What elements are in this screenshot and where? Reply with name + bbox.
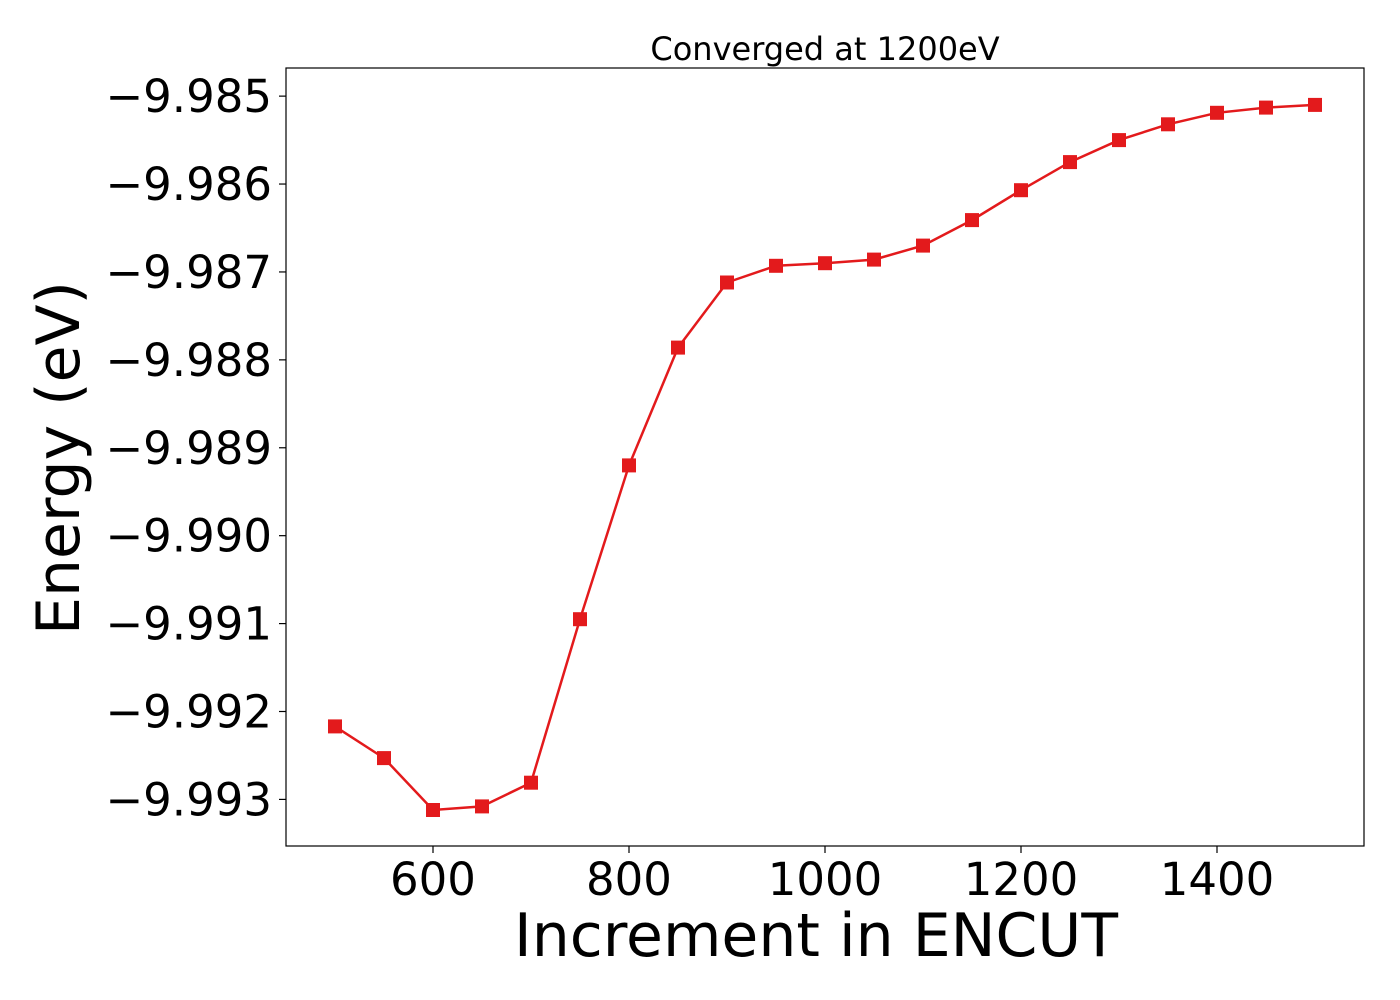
x-tick-label: 1000 <box>768 853 883 906</box>
y-tick-label: −9.989 <box>105 422 272 475</box>
y-tick-label: −9.985 <box>105 70 272 123</box>
data-point <box>867 252 881 267</box>
data-point <box>916 238 930 253</box>
data-point <box>1112 133 1126 148</box>
data-point <box>671 340 685 355</box>
data-point <box>1308 97 1322 112</box>
y-tick-label: −9.992 <box>105 685 272 738</box>
x-axis-label: Increment in ENCUT <box>514 901 1118 971</box>
y-tick-label: −9.986 <box>105 158 272 211</box>
x-tick-label: 800 <box>586 853 672 906</box>
x-tick-label: 1200 <box>964 853 1079 906</box>
y-tick-label: −9.988 <box>105 334 272 387</box>
data-point <box>1014 183 1028 198</box>
data-point <box>1063 155 1077 170</box>
y-tick-label: −9.993 <box>105 773 272 826</box>
data-point <box>426 803 440 817</box>
y-axis-label: Energy (eV) <box>24 281 94 635</box>
data-point <box>1161 117 1175 132</box>
data-point <box>573 612 587 627</box>
data-point <box>475 799 489 814</box>
y-tick-label: −9.990 <box>105 510 272 563</box>
plot-area <box>328 97 1322 817</box>
y-axis-ticks: −9.993 −9.992 −9.991 −9.990 −9.989 −9.988 −9.9… <box>105 70 286 826</box>
data-point <box>377 751 391 766</box>
data-point <box>328 719 342 734</box>
y-tick-label: −9.987 <box>105 246 272 299</box>
data-point <box>622 458 636 473</box>
data-point <box>1210 105 1224 120</box>
data-point <box>1259 100 1273 115</box>
y-tick-label: −9.991 <box>105 598 272 651</box>
data-point <box>524 775 538 790</box>
x-tick-label: 600 <box>390 853 476 906</box>
x-axis-ticks: 600 800 1000 1200 1400 <box>390 846 1274 906</box>
chart-title: Converged at 1200eV <box>650 30 999 68</box>
data-point <box>818 256 832 271</box>
data-point <box>769 258 783 273</box>
x-tick-label: 1400 <box>1160 853 1275 906</box>
data-point <box>965 213 979 228</box>
data-point <box>720 275 734 290</box>
